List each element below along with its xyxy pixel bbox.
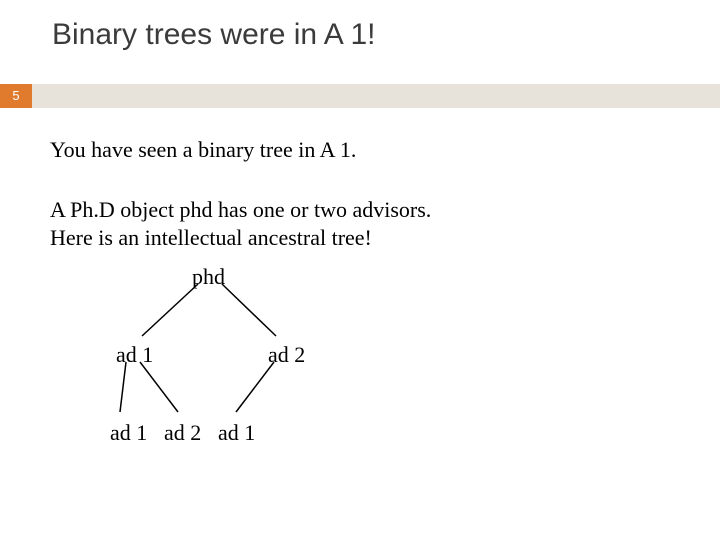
- title-bar: [32, 84, 720, 108]
- tree-edge: [236, 362, 274, 412]
- title-bar-row: 5: [0, 84, 720, 108]
- tree-node-ll: ad 1: [110, 420, 147, 446]
- binary-tree-diagram: phd ad 1 ad 2 ad 1 ad 2 ad 1: [50, 250, 410, 460]
- body-line-3: Here is an intellectual ancestral tree!: [50, 224, 372, 252]
- tree-node-root: phd: [192, 264, 225, 290]
- tree-node-r: ad 2: [268, 342, 305, 368]
- tree-edge: [140, 362, 178, 412]
- tree-edge: [120, 362, 126, 412]
- page-number-badge: 5: [0, 84, 32, 108]
- tree-node-l: ad 1: [116, 342, 153, 368]
- body-line-2: A Ph.D object phd has one or two advisor…: [50, 196, 431, 224]
- body-line-1: You have seen a binary tree in A 1.: [50, 136, 356, 164]
- tree-node-lr: ad 2: [164, 420, 201, 446]
- tree-edge: [142, 284, 198, 336]
- slide: Binary trees were in A 1! 5 You have see…: [0, 0, 720, 540]
- slide-title: Binary trees were in A 1!: [52, 18, 376, 52]
- tree-node-rl: ad 1: [218, 420, 255, 446]
- tree-edge: [222, 284, 276, 336]
